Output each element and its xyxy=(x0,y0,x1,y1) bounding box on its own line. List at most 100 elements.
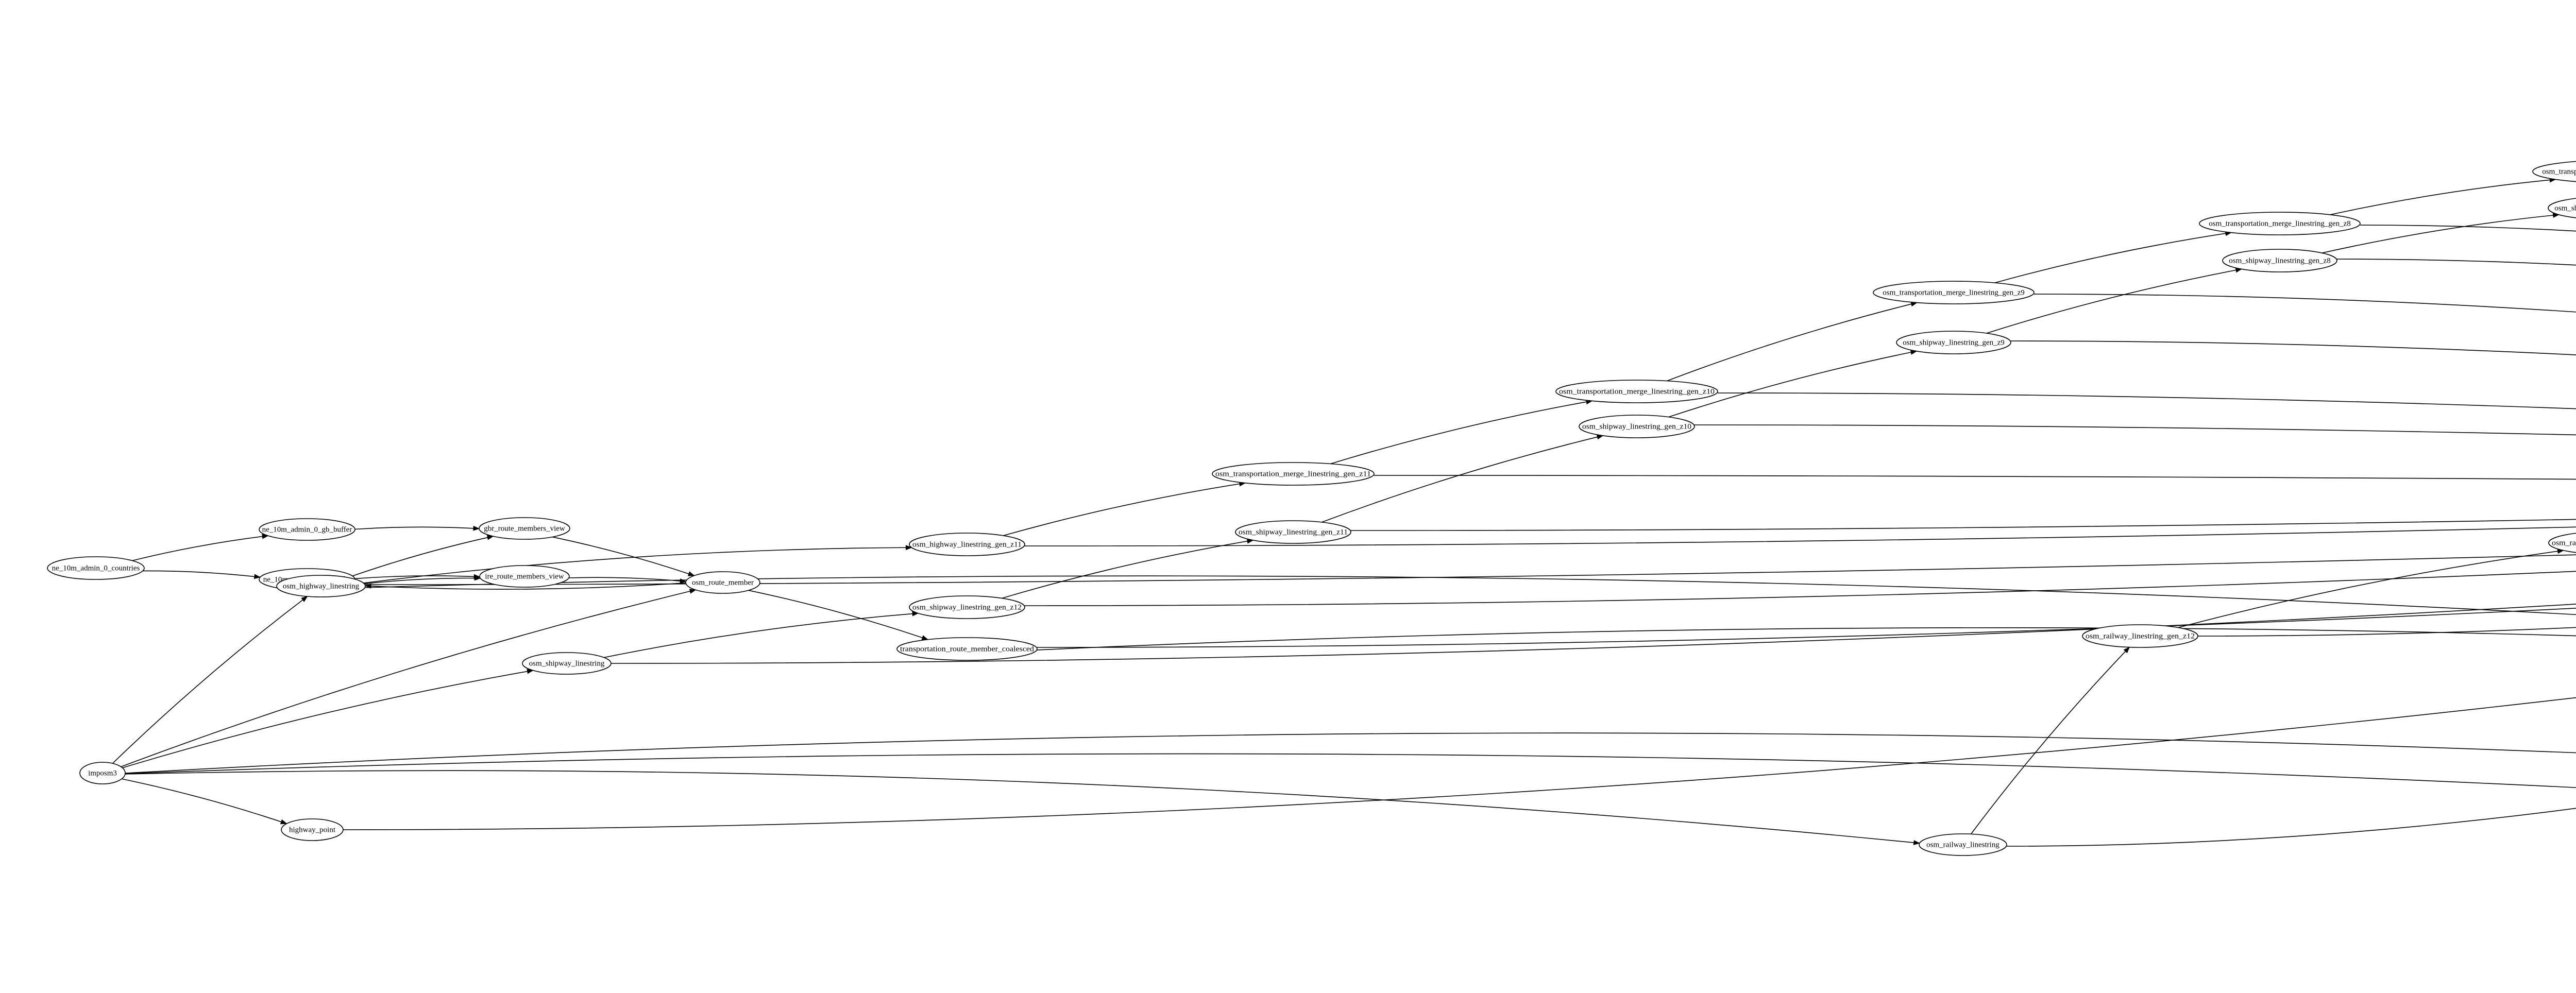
edge-osm_shipway_linestring_gen_z8-to-osm_shipway_linestring_gen_z7 xyxy=(2321,214,2559,253)
node-label: osm_shipway_linestring_gen_z7 xyxy=(2554,204,2576,212)
edge-osm_transportation_merge_linestring_gen_z8-to-layer-row xyxy=(2360,225,2576,232)
node-ellipse xyxy=(1555,380,1718,403)
node-ellipse xyxy=(522,652,612,675)
edge-ne_10m_admin_0_countries-to-ne_10m_admin_0_gb_buffer xyxy=(132,535,268,561)
node-transportation_route_member_coalesced[interactable]: transportation_route_member_coalesced xyxy=(896,637,1038,661)
node-osm_transportation_merge_linestring_gen_z9[interactable]: osm_transportation_merge_linestring_gen_… xyxy=(1873,281,2035,304)
node-label: osm_highway_linestring_gen_z11 xyxy=(912,540,1022,549)
edge-imposm3-to-highway_point xyxy=(121,778,287,824)
edge-osm_shipway_linestring_gen_z11-to-layer-row xyxy=(1350,519,2576,531)
node-osm_railway_linestring[interactable]: osm_railway_linestring xyxy=(1919,833,2007,856)
node-ellipse xyxy=(1896,331,2011,354)
node-label: osm_transportation_merge_linestring_gen_… xyxy=(1215,470,1371,478)
node-ellipse xyxy=(2199,212,2361,235)
edge-arrowhead xyxy=(474,575,481,581)
edge-osm_transportation_merge_linestring_gen_z9-to-osm_transportation_merge_linestring_gen_z8 xyxy=(1994,232,2231,283)
node-label: ne_10m_admin_0_countries xyxy=(52,564,140,572)
edge-osm_shipway_linestring-to-layer-row xyxy=(611,604,2576,664)
edge-osm_shipway_linestring-to-osm_shipway_linestring_gen_z12 xyxy=(604,612,919,658)
node-label: transportation_route_member_coalesced xyxy=(900,645,1035,653)
node-osm_shipway_linestring_gen_z12[interactable]: osm_shipway_linestring_gen_z12 xyxy=(909,595,1025,619)
edge-arrowhead xyxy=(905,545,912,551)
node-label: osm_transportation_merge_linestring_gen_… xyxy=(2542,167,2576,176)
node-osm_shipway_linestring_gen_z9[interactable]: osm_shipway_linestring_gen_z9 xyxy=(1896,331,2011,354)
node-label: osm_transportation_merge_linestring_gen_… xyxy=(1883,288,2025,297)
edge-imposm3-to-osm_shipway_linestring xyxy=(122,670,533,768)
node-ellipse xyxy=(2532,161,2576,182)
edge-arrowhead xyxy=(2123,646,2130,654)
edge-osm_shipway_linestring_gen_z9-to-osm_shipway_linestring_gen_z8 xyxy=(1986,268,2242,334)
node-osm_shipway_linestring_gen_z10[interactable]: osm_shipway_linestring_gen_z10 xyxy=(1579,415,1695,438)
node-osm_shipway_linestring_gen_z7[interactable]: osm_shipway_linestring_gen_z7 xyxy=(2548,197,2576,219)
node-osm_railway_linestring_gen_z12[interactable]: osm_railway_linestring_gen_z12 xyxy=(2082,624,2198,648)
edge-osm_transportation_merge_linestring_gen_z11-to-layer-row xyxy=(1374,475,2576,480)
node-ellipse xyxy=(2082,624,2198,648)
edge-osm_transportation_merge_linestring_gen_z10-to-osm_transportation_merge_linestring_gen_z9 xyxy=(1667,302,1917,382)
node-osm_highway_linestring_gen_z11[interactable]: osm_highway_linestring_gen_z11 xyxy=(909,533,1025,556)
node-ellipse xyxy=(1212,462,1375,486)
edge-osm_transportation_merge_linestring_gen_z8-to-osm_transportation_merge_linestring_gen_z7 xyxy=(2330,179,2556,215)
edge-imposm3-to-osm_route_member xyxy=(121,589,696,767)
node-ire_route_members_view[interactable]: ire_route_members_view xyxy=(479,565,570,588)
node-osm_transportation_merge_linestring_gen_z10[interactable]: osm_transportation_merge_linestring_gen_… xyxy=(1555,380,1718,403)
node-label: osm_transportation_merge_linestring_gen_… xyxy=(2209,219,2351,228)
edge-gbr_route_members_view-to-osm_route_member xyxy=(552,536,694,576)
node-osm_transportation_merge_linestring_gen_z11[interactable]: osm_transportation_merge_linestring_gen_… xyxy=(1212,462,1375,486)
edge-imposm3-to-osm_aerialway_linestring xyxy=(125,732,2576,774)
node-label: ne_10m_admin_0_gb_buffer xyxy=(262,525,352,534)
edge-osm_highway_linestring-to-gbr_route_members_view xyxy=(348,536,494,578)
node-osm_shipway_linestring[interactable]: osm_shipway_linestring xyxy=(522,652,612,675)
node-ellipse xyxy=(1235,520,1351,544)
edge-osm_highway_linestring-to-layer-row xyxy=(365,554,2576,585)
node-label: osm_railway_linestring xyxy=(1926,841,1999,849)
edge-transportation_route_member_coalesced-to-osm_transportation_name_network xyxy=(1037,627,2576,650)
node-osm_shipway_linestring_gen_z11[interactable]: osm_shipway_linestring_gen_z11 xyxy=(1235,520,1351,544)
node-osm_transportation_merge_linestring_gen_z8[interactable]: osm_transportation_merge_linestring_gen_… xyxy=(2199,212,2361,235)
node-ellipse xyxy=(479,517,570,540)
node-osm_transportation_merge_linestring_gen_z7[interactable]: osm_transportation_merge_linestring_gen_… xyxy=(2532,160,2576,183)
edge-osm_shipway_linestring_gen_z11-to-osm_shipway_linestring_gen_z10 xyxy=(1321,435,1603,523)
node-label: osm_shipway_linestring_gen_z11 xyxy=(1239,528,1348,536)
edge-arrowhead xyxy=(921,635,929,640)
node-ellipse xyxy=(2222,249,2337,272)
edge-osm_shipway_linestring_gen_z10-to-osm_shipway_linestring_gen_z9 xyxy=(1668,350,1917,418)
node-osm_route_member[interactable]: osm_route_member xyxy=(685,571,760,594)
edge-arrowhead xyxy=(689,589,697,594)
node-ellipse xyxy=(479,565,570,588)
node-imposm3[interactable]: imposm3 xyxy=(79,762,126,784)
node-label: osm_route_member xyxy=(692,578,754,587)
edge-highway_point-to-layer-row xyxy=(343,697,2576,830)
edge-arrowhead xyxy=(1913,840,1921,845)
node-ellipse xyxy=(259,518,355,541)
edge-osm_transportation_merge_linestring_gen_z11-to-osm_transportation_merge_linestring_gen_z10 xyxy=(1330,400,1592,465)
node-ellipse xyxy=(896,637,1038,661)
node-label: osm_highway_linestring xyxy=(283,582,360,590)
node-label: osm_shipway_linestring_gen_z9 xyxy=(1903,338,2004,347)
node-osm_railway_linestring_gen_z11[interactable]: osm_railway_linestring_gen_z11 xyxy=(2548,532,2576,554)
edge-imposm3-to-osm_highway_linestring xyxy=(112,596,308,764)
edge-osm_transportation_merge_linestring_gen_z9-to-layer-row xyxy=(2033,294,2576,313)
edge-osm_shipway_linestring_gen_z10-to-layer-row xyxy=(1694,424,2576,436)
node-label: imposm3 xyxy=(88,769,117,777)
edge-osm_highway_linestring-to-osm_highway_linestring_gen_z11 xyxy=(363,547,912,584)
node-ellipse xyxy=(2548,533,2576,553)
node-highway_point[interactable]: highway_point xyxy=(281,818,344,841)
node-ellipse xyxy=(47,556,145,580)
edge-imposm3-to-osm_railway_linestring xyxy=(125,770,1920,844)
node-label: osm_shipway_linestring_gen_z10 xyxy=(1582,422,1691,431)
node-ellipse xyxy=(281,818,344,841)
node-osm_highway_linestring[interactable]: osm_highway_linestring xyxy=(276,575,366,597)
edge-arrowhead xyxy=(687,571,695,576)
node-ne_10m_admin_0_gb_buffer[interactable]: ne_10m_admin_0_gb_buffer xyxy=(259,518,355,541)
edge-osm_railway_linestring_gen_z12-to-osm_railway_linestring_gen_z11 xyxy=(2178,550,2564,628)
edge-arrowhead xyxy=(473,525,480,531)
edge-ne_10m_admin_0_ie_buffer-to-ire_route_members_view xyxy=(354,575,480,579)
node-ne_10m_admin_0_countries[interactable]: ne_10m_admin_0_countries xyxy=(47,556,145,580)
node-label: osm_shipway_linestring_gen_z8 xyxy=(2229,256,2330,265)
node-osm_shipway_linestring_gen_z8[interactable]: osm_shipway_linestring_gen_z8 xyxy=(2222,249,2337,272)
node-ellipse xyxy=(1919,833,2007,856)
node-ellipse xyxy=(1579,415,1695,438)
node-label: gbr_route_members_view xyxy=(484,524,565,533)
node-gbr_route_members_view[interactable]: gbr_route_members_view xyxy=(479,517,570,540)
